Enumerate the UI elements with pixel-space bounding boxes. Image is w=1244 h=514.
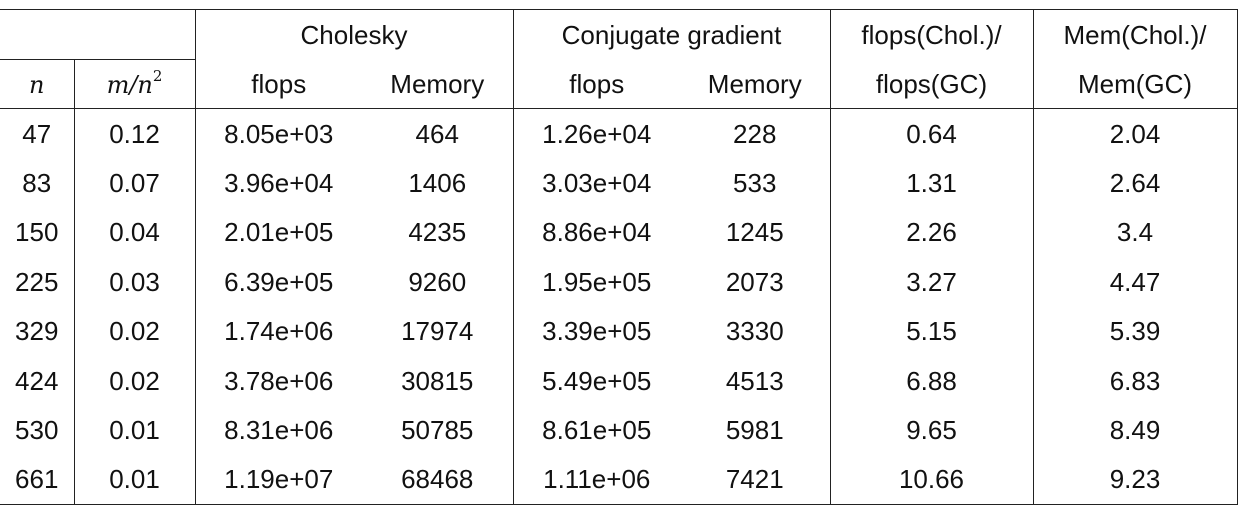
- cell-cg-flops: 1.95e+05: [512, 257, 680, 307]
- cell-cg-memory: 5981: [725, 415, 784, 446]
- cell-mem-ratio: 3.4: [1032, 207, 1238, 258]
- header-chol-flops: flops: [194, 59, 362, 109]
- cell-chol-flops: 8.31e+06: [194, 405, 362, 455]
- cell-chol-flops: 6.39e+05: [194, 257, 362, 307]
- cell-chol-memory: 4235: [408, 217, 467, 248]
- header-row-groups: Cholesky Conjugate gradient flops(Chol.)…: [0, 9, 1238, 60]
- cell-chol-flops: 2.01e+05: [194, 207, 362, 258]
- cell-flops-ratio: 3.27: [829, 257, 1033, 307]
- header-cholesky: Cholesky: [194, 9, 513, 60]
- cell-cg-memory: 533: [733, 168, 777, 199]
- header-cg-flops: flops: [512, 59, 680, 109]
- header-flops-ratio-line2: flops(GC): [829, 59, 1033, 109]
- cell-cg-memory: 4513: [725, 365, 784, 396]
- table-row: 150 0.04 2.01e+05 4235 8.86e+04 1245 2.26 3.4: [0, 207, 1238, 258]
- cell-cg-memory: 1245: [725, 217, 784, 248]
- cell-m-over-n2: 0.02: [73, 306, 195, 356]
- cell-m-over-n2: 0.03: [73, 257, 195, 307]
- cell-flops-ratio: 10.66: [829, 454, 1033, 506]
- cell-chol-memory: 68468: [362, 454, 513, 506]
- cell-mem-ratio: 2.64: [1032, 158, 1238, 208]
- header-n: n: [0, 59, 74, 109]
- cell-flops-ratio: 1.31: [829, 158, 1033, 208]
- cell-cg-flops: 3.03e+04: [512, 158, 680, 208]
- cell-mem-ratio: 6.83: [1032, 355, 1238, 406]
- header-mem-ratio-line1: Mem(Chol.)/: [1032, 9, 1238, 60]
- header-conjugate-gradient: Conjugate gradient: [512, 9, 830, 60]
- table-row: 47 0.12 8.05e+03 464 1.26e+04 228 0.64 2.04: [0, 108, 1238, 159]
- cell-mem-ratio: 8.49: [1032, 405, 1238, 455]
- cell-cg-flops: 1.11e+06: [512, 454, 680, 506]
- cell-mem-ratio: 5.39: [1032, 306, 1238, 356]
- header-flops-ratio-line1: flops(Chol.)/: [829, 9, 1033, 60]
- header-cg-memory: Memory: [680, 59, 830, 109]
- header-mem-ratio-line2: Mem(GC): [1032, 59, 1238, 109]
- cell-m-over-n2: 0.02: [73, 355, 195, 406]
- cell-cg-memory: 228: [733, 118, 777, 149]
- table-row: 225 0.03 6.39e+05 9260 1.95e+05 2073 3.27 4.47: [0, 257, 1238, 307]
- header-row-columns: n m/n2 flops Memory flops Memory flops(G…: [0, 59, 1238, 109]
- cell-cg-flops: 8.86e+04: [512, 207, 680, 258]
- cell-m-over-n2: 0.01: [73, 454, 195, 506]
- data-rows: 47 0.12 8.05e+03 464 1.26e+04 228 0.64 2.04 83 0.…: [0, 108, 1238, 506]
- cell-chol-flops: 8.05e+03: [194, 108, 362, 159]
- cell-flops-ratio: 6.88: [829, 355, 1033, 406]
- table-row: 530 0.01 8.31e+06 50785 8.61e+05 5981 9.65 8.49: [0, 405, 1238, 455]
- cell-flops-ratio: 0.64: [829, 108, 1033, 159]
- cell-chol-memory: 9260: [408, 266, 467, 297]
- table-row: 83 0.07 3.96e+04 1406 3.03e+04 533 1.31 2.64: [0, 158, 1238, 208]
- cell-flops-ratio: 2.26: [829, 207, 1033, 258]
- header-n-symbol: n: [29, 71, 45, 99]
- header-m-over-n2: m/n2: [73, 59, 195, 109]
- cell-cg-memory: 2073: [725, 266, 784, 297]
- cell-cg-memory: 3330: [725, 316, 784, 347]
- cell-cg-flops: 1.26e+04: [512, 108, 680, 159]
- cell-mem-ratio: 4.47: [1032, 257, 1238, 307]
- cell-m-over-n2: 0.04: [73, 207, 195, 258]
- cell-chol-flops: 1.19e+07: [194, 454, 362, 506]
- comparison-table: Cholesky Conjugate gradient flops(Chol.)…: [0, 9, 1238, 506]
- cell-n: 530: [15, 415, 59, 446]
- cell-n: 661: [0, 454, 74, 506]
- cell-chol-memory: 1406: [408, 168, 467, 199]
- cell-n: 329: [15, 316, 59, 347]
- cell-cg-flops: 5.49e+05: [512, 355, 680, 406]
- header-chol-memory: Memory: [362, 59, 513, 109]
- table-body: Cholesky Conjugate gradient flops(Chol.)…: [0, 9, 1238, 109]
- cell-chol-flops: 1.74e+06: [194, 306, 362, 356]
- header-m-over-n-symbol: m/n: [106, 71, 153, 99]
- cell-mem-ratio: 9.23: [1032, 454, 1238, 506]
- cell-chol-flops: 3.96e+04: [194, 158, 362, 208]
- cell-flops-ratio: 5.15: [829, 306, 1033, 356]
- cell-chol-memory: 50785: [401, 415, 474, 446]
- cell-cg-flops: 8.61e+05: [512, 405, 680, 455]
- cell-chol-memory: 464: [415, 118, 459, 149]
- table-row: 424 0.02 3.78e+06 30815 5.49e+05 4513 6.88 6.83: [0, 355, 1238, 406]
- header-empty-cell: [0, 9, 195, 60]
- cell-n: 225: [15, 266, 59, 297]
- cell-n: 424: [15, 365, 59, 396]
- cell-chol-memory: 30815: [401, 365, 474, 396]
- cell-flops-ratio: 9.65: [829, 405, 1033, 455]
- header-exponent: 2: [152, 67, 163, 85]
- table-row: 329 0.02 1.74e+06 17974 3.39e+05 3330 5.15 5.39: [0, 306, 1238, 356]
- cell-cg-flops: 3.39e+05: [512, 306, 680, 356]
- cell-m-over-n2: 0.01: [73, 405, 195, 455]
- table-row: 661 0.01 1.19e+07 68468 1.11e+06 7421 10.66 9.2…: [0, 454, 1238, 506]
- cell-chol-flops: 3.78e+06: [194, 355, 362, 406]
- cell-cg-memory: 7421: [680, 454, 830, 506]
- cell-mem-ratio: 2.04: [1032, 108, 1238, 159]
- cell-chol-memory: 17974: [401, 316, 474, 347]
- cell-n: 47: [22, 118, 52, 149]
- cell-m-over-n2: 0.07: [73, 158, 195, 208]
- cell-m-over-n2: 0.12: [73, 108, 195, 159]
- cell-n: 150: [15, 217, 59, 248]
- cell-n: 83: [22, 168, 52, 199]
